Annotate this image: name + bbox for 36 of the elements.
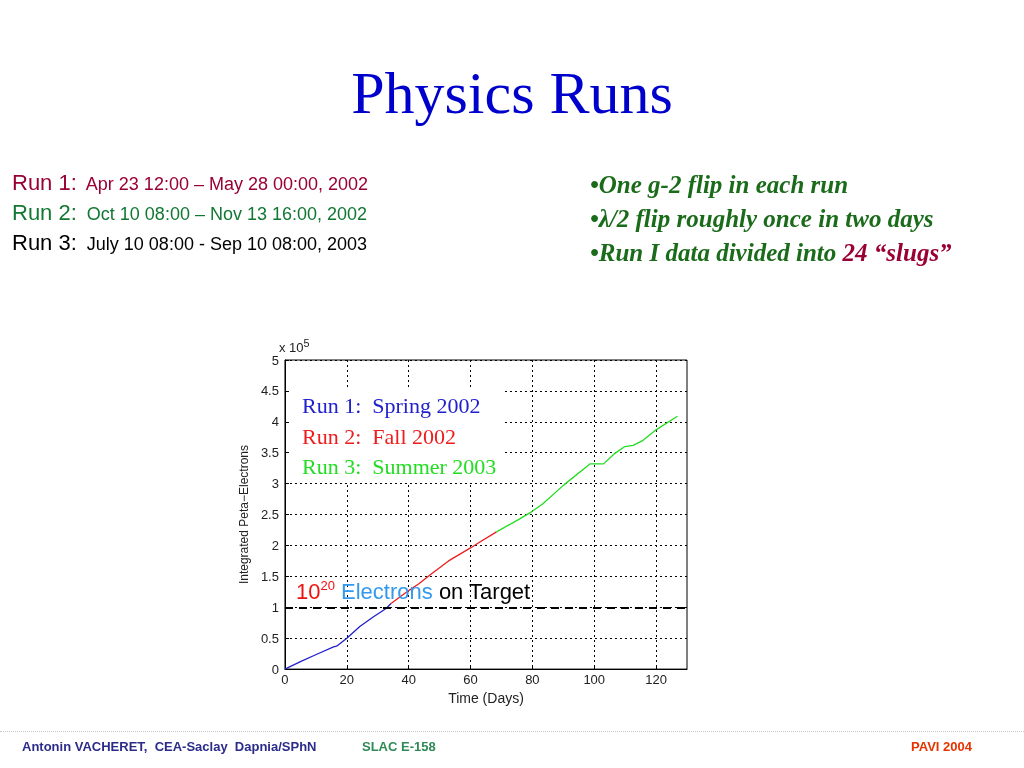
x-tick-label: 60 (463, 672, 478, 688)
y-tick-label: 1 (271, 599, 279, 615)
text: •Run I data divided into 24 “slugs” (590, 239, 952, 266)
text: Run 2: Oct 10 08:00 – Nov 13 16:00, 2002 (12, 200, 368, 225)
y-tick-label: 1.5 (260, 568, 279, 584)
text: •One g-2 flip in each run (590, 171, 849, 198)
x-axis-title: Time (Days) (448, 690, 524, 706)
y-tick-label: 4 (271, 414, 279, 430)
x-tick-label: 40 (401, 672, 416, 688)
text: •λ/2 flip roughly once in two days (590, 205, 934, 232)
text: Antonin VACHERET, CEA-Saclay Dapnia/SPhN (22, 739, 317, 755)
y-axis-title: Integrated Peta−Electrons (237, 445, 251, 585)
text: Run 2: Fall 2002 (302, 423, 457, 449)
text: Run 1: Apr 23 12:00 – May 28 00:00, 2002 (12, 170, 369, 195)
text: PAVI 2004 (911, 739, 972, 755)
text: SLAC E-158 (362, 739, 436, 755)
x-tick-label: 100 (583, 672, 606, 688)
y-tick-label: 5 (271, 352, 279, 368)
y-tick-label: 4.5 (260, 383, 279, 399)
y-tick-label: 2 (271, 537, 279, 553)
y-tick-label: 0 (271, 661, 279, 677)
y-tick-label: 0.5 (260, 630, 279, 646)
text: Run 1: Spring 2002 (302, 393, 481, 419)
x-tick-label: 80 (525, 672, 540, 688)
text: Run 3: July 10 08:00 - Sep 10 08:00, 2003 (12, 230, 368, 255)
line-series (495, 415, 679, 533)
x-tick-label: 120 (645, 672, 667, 688)
y-tick-label: 2.5 (260, 507, 279, 523)
line-series (284, 602, 392, 670)
chart-title: Physics Runs (350, 60, 674, 126)
text: x 10$^{5}$ (279, 337, 310, 356)
x-tick-label: 0 (281, 672, 289, 688)
y-tick-label: 3.5 (260, 445, 279, 461)
text: Run 3: Summer 2003 (302, 454, 497, 480)
x-tick-label: 20 (339, 672, 355, 688)
y-tick-label: 3 (271, 476, 279, 492)
